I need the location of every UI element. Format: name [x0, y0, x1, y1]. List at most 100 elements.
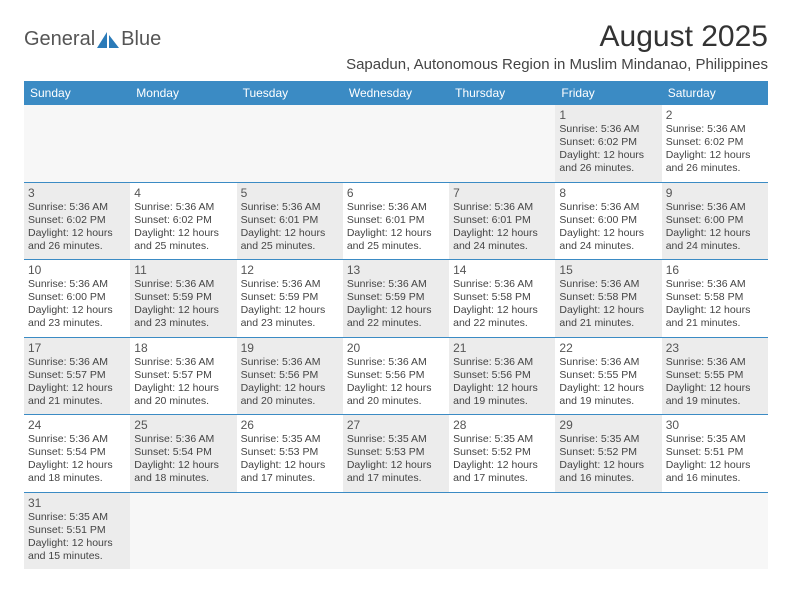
day-number: 6 — [347, 186, 445, 200]
location: Sapadun, Autonomous Region in Muslim Min… — [346, 56, 768, 73]
calendar-cell: 6Sunrise: 5:36 AMSunset: 6:01 PMDaylight… — [343, 182, 449, 260]
calendar-cell: 9Sunrise: 5:36 AMSunset: 6:00 PMDaylight… — [662, 182, 768, 260]
title-block: August 2025 Sapadun, Autonomous Region i… — [346, 20, 768, 73]
calendar-cell: 24Sunrise: 5:36 AMSunset: 5:54 PMDayligh… — [24, 415, 130, 493]
day-number: 4 — [134, 186, 232, 200]
calendar-cell-empty — [237, 105, 343, 182]
calendar-cell: 8Sunrise: 5:36 AMSunset: 6:00 PMDaylight… — [555, 182, 661, 260]
calendar-cell: 26Sunrise: 5:35 AMSunset: 5:53 PMDayligh… — [237, 415, 343, 493]
day-number: 31 — [28, 496, 126, 510]
day-info: Sunrise: 5:36 AMSunset: 5:56 PMDaylight:… — [347, 356, 445, 409]
day-info: Sunrise: 5:35 AMSunset: 5:53 PMDaylight:… — [241, 433, 339, 486]
day-number: 2 — [666, 108, 764, 122]
month-title: August 2025 — [346, 20, 768, 54]
day-number: 17 — [28, 341, 126, 355]
day-number: 30 — [666, 418, 764, 432]
day-info: Sunrise: 5:36 AMSunset: 6:00 PMDaylight:… — [666, 201, 764, 254]
day-info: Sunrise: 5:35 AMSunset: 5:52 PMDaylight:… — [559, 433, 657, 486]
calendar-cell: 23Sunrise: 5:36 AMSunset: 5:55 PMDayligh… — [662, 337, 768, 415]
calendar-cell: 7Sunrise: 5:36 AMSunset: 6:01 PMDaylight… — [449, 182, 555, 260]
logo-sail-icon — [97, 32, 119, 48]
header: General Blue August 2025 Sapadun, Autono… — [24, 20, 768, 73]
calendar-cell-empty — [24, 105, 130, 182]
day-info: Sunrise: 5:36 AMSunset: 5:58 PMDaylight:… — [559, 278, 657, 331]
day-info: Sunrise: 5:36 AMSunset: 5:58 PMDaylight:… — [453, 278, 551, 331]
calendar-cell: 28Sunrise: 5:35 AMSunset: 5:52 PMDayligh… — [449, 415, 555, 493]
calendar-cell-empty — [343, 492, 449, 569]
calendar-cell-empty — [449, 492, 555, 569]
day-info: Sunrise: 5:36 AMSunset: 5:54 PMDaylight:… — [134, 433, 232, 486]
calendar-cell: 22Sunrise: 5:36 AMSunset: 5:55 PMDayligh… — [555, 337, 661, 415]
day-number: 23 — [666, 341, 764, 355]
calendar-cell: 5Sunrise: 5:36 AMSunset: 6:01 PMDaylight… — [237, 182, 343, 260]
day-info: Sunrise: 5:35 AMSunset: 5:52 PMDaylight:… — [453, 433, 551, 486]
day-info: Sunrise: 5:36 AMSunset: 5:55 PMDaylight:… — [559, 356, 657, 409]
calendar-cell-empty — [130, 105, 236, 182]
calendar-cell-empty — [130, 492, 236, 569]
day-info: Sunrise: 5:36 AMSunset: 5:57 PMDaylight:… — [28, 356, 126, 409]
day-info: Sunrise: 5:36 AMSunset: 6:02 PMDaylight:… — [666, 123, 764, 176]
day-info: Sunrise: 5:35 AMSunset: 5:53 PMDaylight:… — [347, 433, 445, 486]
calendar-cell: 16Sunrise: 5:36 AMSunset: 5:58 PMDayligh… — [662, 260, 768, 338]
calendar-cell: 1Sunrise: 5:36 AMSunset: 6:02 PMDaylight… — [555, 105, 661, 182]
calendar-cell: 14Sunrise: 5:36 AMSunset: 5:58 PMDayligh… — [449, 260, 555, 338]
calendar-cell: 17Sunrise: 5:36 AMSunset: 5:57 PMDayligh… — [24, 337, 130, 415]
day-info: Sunrise: 5:36 AMSunset: 5:56 PMDaylight:… — [241, 356, 339, 409]
day-number: 26 — [241, 418, 339, 432]
day-number: 9 — [666, 186, 764, 200]
day-info: Sunrise: 5:36 AMSunset: 6:01 PMDaylight:… — [241, 201, 339, 254]
logo: General Blue — [24, 28, 161, 51]
calendar-table: SundayMondayTuesdayWednesdayThursdayFrid… — [24, 81, 768, 569]
day-number: 7 — [453, 186, 551, 200]
day-header: Thursday — [449, 81, 555, 105]
day-number: 5 — [241, 186, 339, 200]
day-info: Sunrise: 5:36 AMSunset: 5:54 PMDaylight:… — [28, 433, 126, 486]
calendar-cell: 27Sunrise: 5:35 AMSunset: 5:53 PMDayligh… — [343, 415, 449, 493]
day-header: Wednesday — [343, 81, 449, 105]
day-header: Monday — [130, 81, 236, 105]
day-number: 27 — [347, 418, 445, 432]
day-number: 25 — [134, 418, 232, 432]
day-info: Sunrise: 5:36 AMSunset: 6:00 PMDaylight:… — [559, 201, 657, 254]
day-header: Sunday — [24, 81, 130, 105]
calendar-cell: 29Sunrise: 5:35 AMSunset: 5:52 PMDayligh… — [555, 415, 661, 493]
day-info: Sunrise: 5:36 AMSunset: 6:01 PMDaylight:… — [453, 201, 551, 254]
day-number: 18 — [134, 341, 232, 355]
day-number: 1 — [559, 108, 657, 122]
calendar-cell: 10Sunrise: 5:36 AMSunset: 6:00 PMDayligh… — [24, 260, 130, 338]
day-header: Saturday — [662, 81, 768, 105]
calendar-cell: 21Sunrise: 5:36 AMSunset: 5:56 PMDayligh… — [449, 337, 555, 415]
day-number: 11 — [134, 263, 232, 277]
day-number: 24 — [28, 418, 126, 432]
day-number: 14 — [453, 263, 551, 277]
calendar-cell: 3Sunrise: 5:36 AMSunset: 6:02 PMDaylight… — [24, 182, 130, 260]
calendar-cell: 12Sunrise: 5:36 AMSunset: 5:59 PMDayligh… — [237, 260, 343, 338]
day-number: 12 — [241, 263, 339, 277]
calendar-cell-empty — [237, 492, 343, 569]
day-info: Sunrise: 5:36 AMSunset: 6:01 PMDaylight:… — [347, 201, 445, 254]
calendar-cell: 20Sunrise: 5:36 AMSunset: 5:56 PMDayligh… — [343, 337, 449, 415]
day-number: 16 — [666, 263, 764, 277]
day-info: Sunrise: 5:36 AMSunset: 6:02 PMDaylight:… — [134, 201, 232, 254]
day-number: 10 — [28, 263, 126, 277]
day-header: Tuesday — [237, 81, 343, 105]
calendar-cell-empty — [555, 492, 661, 569]
day-number: 21 — [453, 341, 551, 355]
logo-text-general: General — [24, 28, 95, 51]
day-info: Sunrise: 5:36 AMSunset: 5:59 PMDaylight:… — [241, 278, 339, 331]
calendar-cell: 19Sunrise: 5:36 AMSunset: 5:56 PMDayligh… — [237, 337, 343, 415]
day-number: 29 — [559, 418, 657, 432]
calendar-cell: 30Sunrise: 5:35 AMSunset: 5:51 PMDayligh… — [662, 415, 768, 493]
day-info: Sunrise: 5:36 AMSunset: 6:02 PMDaylight:… — [559, 123, 657, 176]
calendar-cell: 25Sunrise: 5:36 AMSunset: 5:54 PMDayligh… — [130, 415, 236, 493]
day-number: 19 — [241, 341, 339, 355]
day-header: Friday — [555, 81, 661, 105]
day-number: 13 — [347, 263, 445, 277]
calendar-cell-empty — [662, 492, 768, 569]
day-info: Sunrise: 5:36 AMSunset: 5:55 PMDaylight:… — [666, 356, 764, 409]
day-number: 20 — [347, 341, 445, 355]
day-number: 3 — [28, 186, 126, 200]
calendar-cell: 31Sunrise: 5:35 AMSunset: 5:51 PMDayligh… — [24, 492, 130, 569]
calendar-cell: 11Sunrise: 5:36 AMSunset: 5:59 PMDayligh… — [130, 260, 236, 338]
calendar-cell: 2Sunrise: 5:36 AMSunset: 6:02 PMDaylight… — [662, 105, 768, 182]
